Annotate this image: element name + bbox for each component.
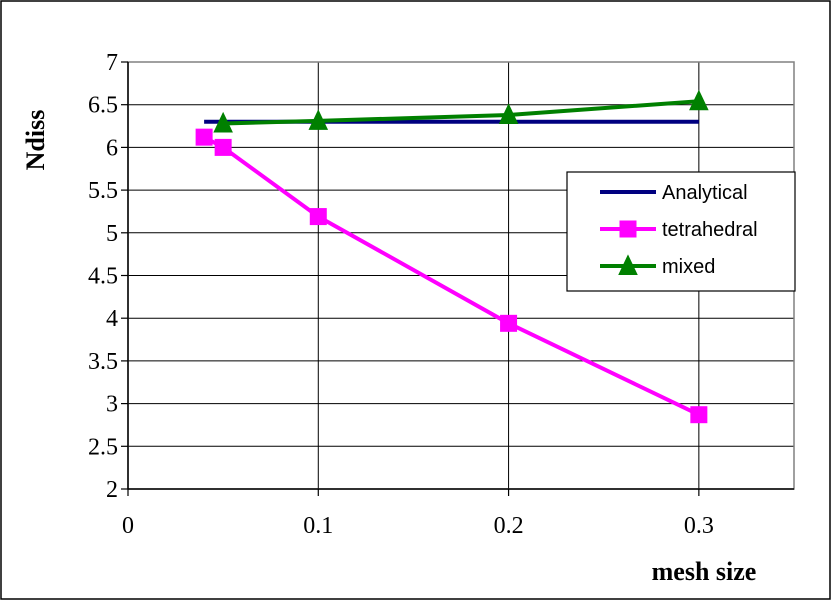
y-tick-label: 4 [106, 306, 118, 332]
data-point [196, 129, 212, 145]
y-axis-title: Ndiss [21, 110, 50, 171]
data-point [501, 315, 517, 331]
legend-marker [620, 221, 636, 237]
x-axis-title: mesh size [652, 557, 757, 586]
y-tick-label: 7 [106, 50, 118, 76]
y-tick-label: 6.5 [88, 93, 118, 119]
y-tick-label: 2 [106, 477, 118, 503]
legend-label: tetrahedral [662, 219, 758, 241]
x-tick-label: 0.3 [684, 513, 714, 539]
y-tick-label: 4.5 [88, 264, 118, 290]
x-tick-label: 0.2 [494, 513, 524, 539]
y-tick-label: 5.5 [88, 178, 118, 204]
data-point [691, 407, 707, 423]
y-tick-label: 6 [106, 135, 118, 161]
x-tick-label: 0 [122, 513, 134, 539]
y-tick-label: 3.5 [88, 349, 118, 375]
legend: Analytical tetrahedral mixed [567, 172, 795, 291]
data-point [310, 209, 326, 225]
y-tick-label: 3 [106, 392, 118, 418]
y-tick-label: 2.5 [88, 434, 118, 460]
data-point [215, 139, 231, 155]
x-tick-label: 0.1 [303, 513, 333, 539]
y-tick-label: 5 [106, 221, 118, 247]
legend-label: Analytical [662, 182, 748, 204]
legend-label: mixed [662, 256, 715, 278]
